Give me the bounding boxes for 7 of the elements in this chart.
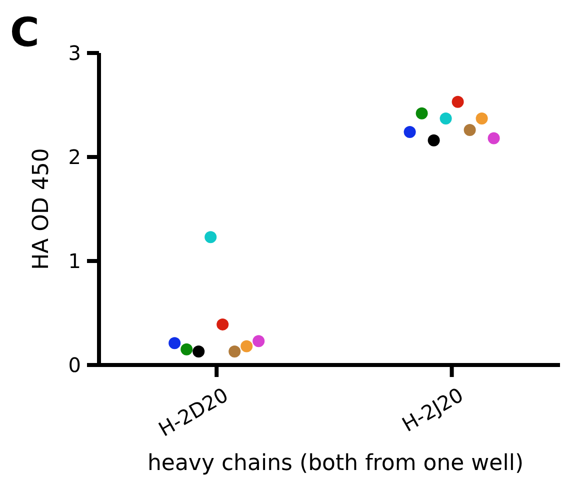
y-axis-title: HA OD 450 <box>29 148 54 270</box>
y-tick-label: 1 <box>68 249 81 273</box>
x-axis-title: heavy chains (both from one well) <box>147 451 524 476</box>
y-tick-label: 0 <box>68 353 81 377</box>
y-tick-label: 2 <box>68 145 81 169</box>
chart-title: C <box>10 10 40 56</box>
y-tick-label: 3 <box>68 41 81 65</box>
